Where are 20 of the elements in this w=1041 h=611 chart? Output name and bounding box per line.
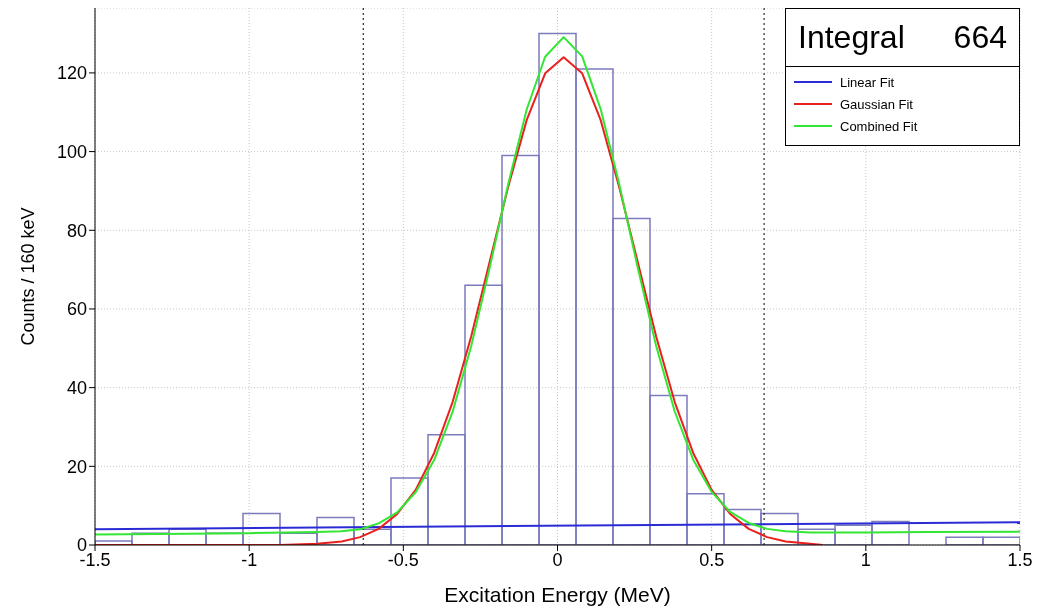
y-tick-label: 100 <box>56 141 87 162</box>
y-tick-label: 20 <box>66 456 87 477</box>
x-axis-title: Excitation Energy (MeV) <box>444 583 671 606</box>
x-tick-label: 0.5 <box>699 549 725 570</box>
y-tick-label: 0 <box>76 535 87 556</box>
legend-label: Linear Fit <box>840 74 895 90</box>
x-tick-label: -1 <box>241 549 258 570</box>
y-tick-label: 80 <box>66 220 87 241</box>
y-tick-label: 120 <box>56 63 87 84</box>
legend-label: Combined Fit <box>840 118 918 134</box>
y-tick-label: 40 <box>66 378 87 399</box>
annotation: 664 <box>953 19 1007 56</box>
annotation: Integral <box>798 19 905 56</box>
y-axis-title: Counts / 160 keV <box>18 207 39 346</box>
x-tick-label: 1.5 <box>1007 549 1033 570</box>
y-tick-label: 60 <box>66 299 87 320</box>
x-tick-label: 0 <box>552 549 563 570</box>
legend-label: Gaussian Fit <box>840 96 913 112</box>
x-tick-label: 1 <box>860 549 871 570</box>
x-tick-label: -0.5 <box>387 549 419 570</box>
